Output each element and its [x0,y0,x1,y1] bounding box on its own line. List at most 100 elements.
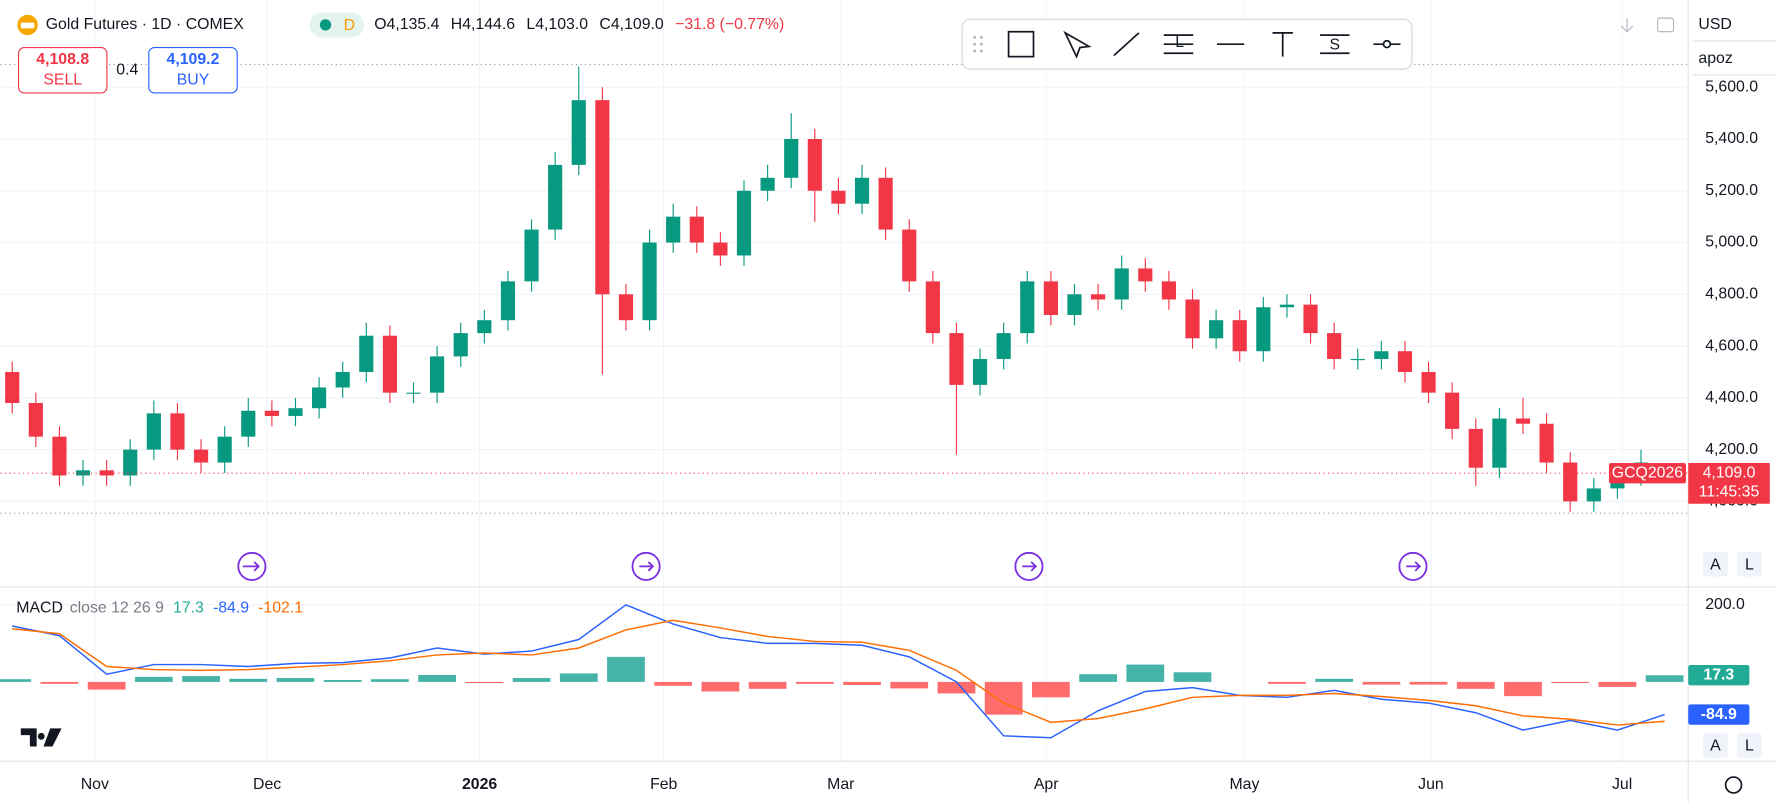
drag-handle[interactable] [973,35,983,53]
log-button[interactable] [1736,551,1762,577]
candle-body [193,449,209,463]
log-button[interactable] [1736,732,1762,758]
candle-body [1350,359,1365,361]
auto-button[interactable] [1702,732,1728,758]
event-arrows [242,561,1422,572]
candle-body [784,138,799,178]
ohlc-label: L [526,16,535,33]
countdown: 11:45:35 [1699,484,1760,501]
candle-body [28,403,43,437]
sell-label: SELL [43,72,82,89]
cursor-tool[interactable] [1063,30,1092,59]
time-tick-label: Jul [1612,776,1632,793]
log-label: L [1745,556,1754,573]
candle-body [1091,294,1106,300]
candle-body [1067,294,1082,316]
candle-body [1397,351,1413,372]
histogram-bar [937,681,976,694]
candle-body [99,470,114,476]
text-tool[interactable] [1272,32,1293,57]
candle-body [1539,423,1554,463]
time-tick-label: Feb [650,776,677,793]
ohlc-value: 4,135.4 [387,16,440,33]
histogram-bar [1315,678,1354,682]
sell-button[interactable] [17,47,108,94]
price-tick-label: 4,400.0 [1705,389,1758,406]
histogram-bar [1409,681,1448,685]
events [237,551,1428,581]
screenshot-icon[interactable] [1657,17,1675,33]
long-tool[interactable] [1163,34,1194,55]
histogram-bar [1173,672,1212,682]
histogram-bar [465,681,504,684]
histogram-bar [0,679,32,682]
macd-tick-label: 200.0 [1705,596,1745,613]
histogram-bar [1551,681,1590,684]
candle-body [430,356,445,393]
candle-body [288,408,303,416]
ohlc-label: O [374,16,386,33]
unit[interactable]: apoz [1698,50,1732,67]
symbol-title[interactable]: Gold Futures · 1D · COMEX [46,16,245,33]
ohlc-value: 4,103.0 [535,16,588,33]
price-tag: 4,109.0 [1703,464,1756,481]
candle-body [52,436,67,476]
candle-body [264,410,279,416]
candle-body [1492,418,1507,468]
buy-button[interactable] [148,47,238,94]
macd-line [12,619,1665,726]
candle-body [1586,488,1601,502]
histogram-bar [701,681,740,692]
sell-price: 4,108.8 [36,51,89,68]
candle-body [878,177,893,230]
macd-line [12,603,1665,739]
candle-body [1279,304,1295,308]
ohlc-values: O4,135.4 H4,144.6 L4,103.0 C4,109.0 −31.8 (−… [374,16,784,33]
indicator-value: 17.3 [173,599,204,616]
histogram-bar [323,679,362,682]
histogram-bar [229,678,268,682]
time-tick-label: Mar [827,776,855,793]
trendline-tool[interactable] [1113,32,1140,57]
candle-body [831,190,846,204]
histogram-bar [843,681,881,685]
value-tag: 17.3 [1703,666,1734,683]
histogram-bar [134,676,173,682]
candle-body [1421,371,1436,393]
candle-body [359,335,374,372]
histogram-bar [512,678,551,682]
rect-tool[interactable] [1007,30,1035,58]
candle-body [477,320,492,334]
currency[interactable]: USD [1698,16,1731,33]
histogram-bar [371,679,409,682]
price-tick-label: 5,600.0 [1705,78,1758,95]
candle-body [524,229,539,282]
tradingview-logo[interactable] [20,728,62,747]
candle-body [217,436,232,463]
candle-body [5,371,20,404]
candle-body [1303,304,1318,334]
histogram-bar [1598,681,1637,687]
auto-button[interactable] [1702,551,1728,577]
short-tool[interactable] [1320,34,1350,55]
settings-icon[interactable] [1724,776,1743,794]
candle-body [854,177,870,204]
candle-body [1020,281,1035,334]
candle-body [1232,320,1247,352]
candle-body [335,371,350,388]
histogram-bar [1504,681,1542,697]
candle-body [453,333,468,357]
indicator-params: close 12 26 9 [70,599,164,616]
download-icon[interactable] [1621,18,1634,33]
candle-body [123,449,138,476]
ohlc-value: 4,109.0 [611,16,664,33]
histogram-bar [1362,681,1401,685]
candle-body [760,177,775,191]
histogram-bar [1031,681,1070,698]
time-tick-label: Nov [81,776,109,793]
candle-body [170,413,185,450]
value-tag-bg [1688,665,1750,686]
candle-body [548,164,563,230]
price-tag-bg [1688,462,1770,504]
